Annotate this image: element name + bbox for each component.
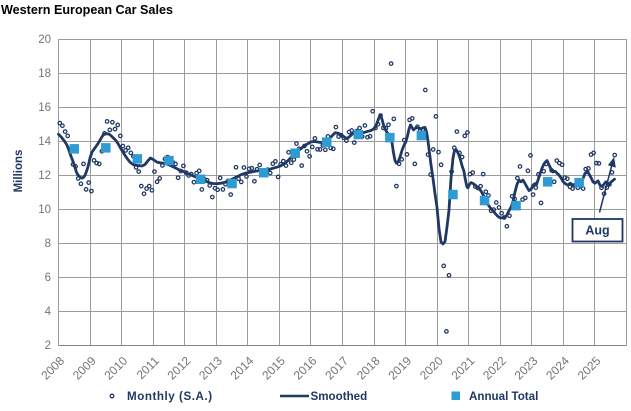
svg-text:12: 12 <box>38 170 51 182</box>
svg-text:16: 16 <box>38 102 51 114</box>
svg-text:Millions: Millions <box>13 150 25 193</box>
svg-text:Annual Total: Annual Total <box>469 390 538 403</box>
svg-text:2: 2 <box>45 340 51 352</box>
svg-text:10: 10 <box>38 204 51 216</box>
svg-text:20: 20 <box>38 34 51 46</box>
svg-text:Western European Car Sales: Western European Car Sales <box>1 3 173 17</box>
svg-text:6: 6 <box>45 272 51 284</box>
svg-text:14: 14 <box>38 136 51 148</box>
svg-text:Aug: Aug <box>585 224 609 238</box>
svg-text:Monthly (S.A.): Monthly (S.A.) <box>127 390 213 403</box>
svg-text:Smoothed: Smoothed <box>311 390 368 403</box>
svg-text:18: 18 <box>38 68 51 80</box>
svg-text:8: 8 <box>45 238 51 250</box>
svg-text:4: 4 <box>45 306 52 318</box>
